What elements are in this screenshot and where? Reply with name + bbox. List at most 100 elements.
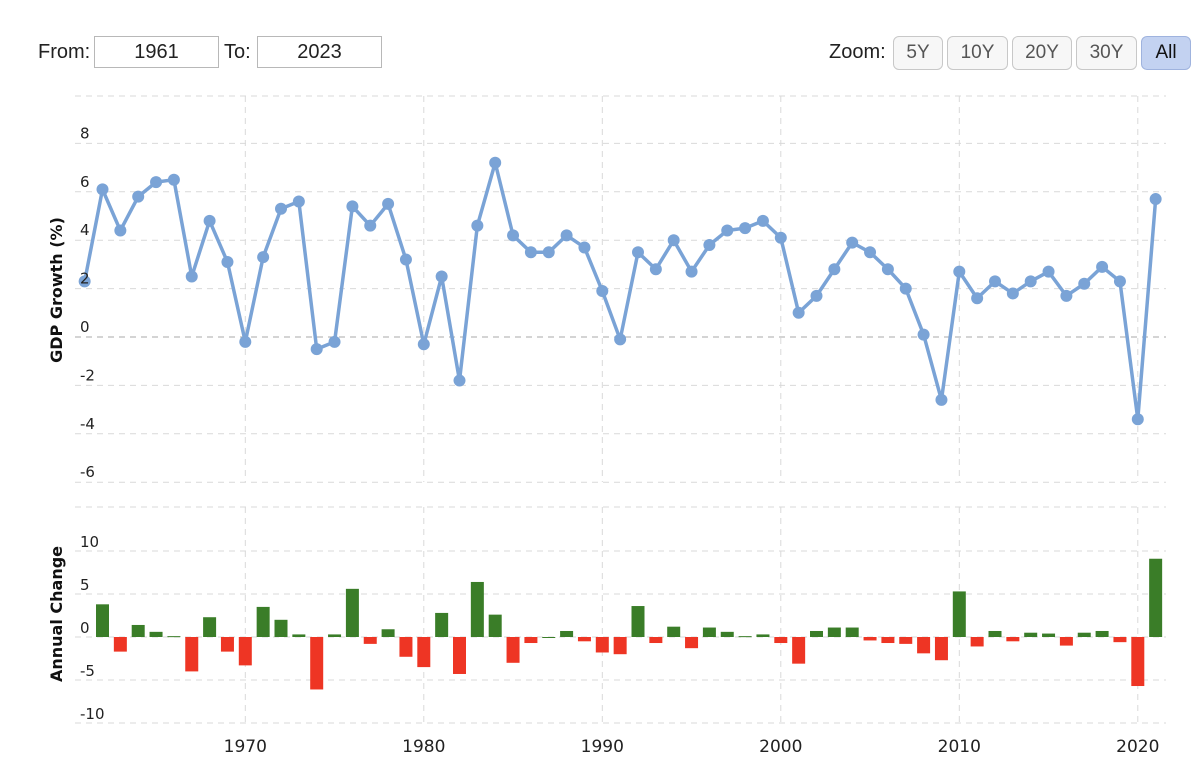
x-tick-label: 2000 bbox=[759, 737, 802, 757]
gdp-growth-point bbox=[792, 306, 805, 319]
annual-change-bar bbox=[560, 630, 574, 637]
gdp-growth-point bbox=[578, 241, 591, 254]
annual-change-bar bbox=[827, 627, 841, 637]
annual-change-bar bbox=[453, 637, 466, 674]
annual-change-bar bbox=[952, 591, 966, 637]
x-tick-label: 1980 bbox=[402, 737, 445, 757]
annual-change-bar bbox=[613, 637, 627, 655]
annual-change-bar bbox=[988, 630, 1002, 637]
gdp-growth-point bbox=[632, 246, 644, 259]
annual-change-bar bbox=[1042, 633, 1056, 637]
annual-change-bar bbox=[131, 624, 145, 637]
zoom-10y-button[interactable]: 10Y bbox=[947, 36, 1008, 70]
x-tick-label: 2020 bbox=[1116, 737, 1159, 757]
annual-change-bar bbox=[685, 637, 699, 649]
gdp-growth-point bbox=[96, 183, 109, 196]
annual-change-bar bbox=[934, 637, 948, 661]
gdp-growth-point bbox=[239, 335, 252, 348]
gdp-growth-point bbox=[1131, 413, 1144, 426]
gdp-growth-point bbox=[328, 335, 341, 348]
range-controls: From: To: Zoom: 5Y 10Y 20Y 30Y All bbox=[0, 36, 1200, 72]
annual-change-bar bbox=[1077, 632, 1091, 637]
annual-change-bar bbox=[167, 636, 181, 638]
annual-change-bar bbox=[1006, 637, 1020, 642]
zoom-5y-button[interactable]: 5Y bbox=[893, 36, 943, 70]
gdp-growth-point bbox=[649, 263, 662, 276]
annual-change-bar bbox=[1024, 632, 1038, 637]
annual-change-bar bbox=[702, 627, 716, 637]
annual-change-bar bbox=[470, 581, 484, 637]
grid-lines bbox=[75, 95, 1166, 724]
annual-change-bar bbox=[435, 612, 449, 637]
gdp-growth-point bbox=[417, 338, 430, 351]
annual-change-bar bbox=[328, 634, 342, 637]
gdp-growth-point bbox=[203, 214, 216, 227]
gdp-growth-point bbox=[667, 234, 680, 247]
gdp-growth-point bbox=[899, 282, 912, 295]
zoom-all-button[interactable]: All bbox=[1141, 36, 1191, 70]
gdp-growth-point bbox=[185, 270, 198, 283]
gdp-growth-point bbox=[721, 224, 734, 237]
annual-change-bar bbox=[96, 604, 109, 637]
gdp-growth-line-series bbox=[78, 156, 1162, 426]
gdp-growth-point bbox=[881, 263, 894, 276]
gdp-growth-point bbox=[703, 239, 716, 252]
gdp-growth-point bbox=[399, 253, 412, 266]
gdp-growth-point bbox=[685, 265, 698, 278]
from-date-input[interactable] bbox=[94, 36, 219, 68]
line-y-axis-title: GDP Growth (%) bbox=[47, 217, 66, 363]
annual-change-bar bbox=[774, 637, 788, 644]
annual-change-bar bbox=[542, 637, 556, 638]
gdp-growth-point bbox=[346, 200, 359, 213]
gdp-growth-point bbox=[453, 374, 466, 387]
line-y-tick-label: 2 bbox=[80, 270, 90, 288]
gdp-growth-point bbox=[1006, 287, 1019, 300]
annual-change-bar bbox=[845, 627, 859, 637]
line-y-tick-label: 6 bbox=[80, 173, 90, 191]
gdp-growth-point bbox=[435, 270, 448, 283]
line-y-tick-label: 8 bbox=[80, 124, 90, 142]
bar-y-tick-label: 5 bbox=[80, 576, 90, 594]
annual-change-bar bbox=[417, 637, 431, 668]
annual-change-bar bbox=[506, 637, 520, 663]
gdp-growth-point bbox=[364, 219, 377, 232]
to-date-input[interactable] bbox=[257, 36, 382, 68]
gdp-growth-point bbox=[864, 246, 877, 259]
annual-change-bar bbox=[220, 637, 234, 652]
gdp-growth-point bbox=[507, 229, 520, 242]
zoom-30y-button[interactable]: 30Y bbox=[1076, 36, 1137, 70]
annual-change-bar bbox=[274, 619, 288, 637]
gdp-growth-point bbox=[1149, 193, 1162, 206]
gdp-growth-point bbox=[1096, 260, 1109, 273]
annual-change-bar bbox=[488, 614, 502, 637]
bar-y-tick-label: 0 bbox=[80, 619, 90, 637]
zoom-20y-button[interactable]: 20Y bbox=[1012, 36, 1072, 70]
annual-change-bar bbox=[256, 606, 270, 637]
annual-change-bar bbox=[1113, 637, 1127, 643]
annual-change-bar bbox=[792, 637, 806, 664]
gdp-growth-point bbox=[310, 343, 323, 356]
gdp-growth-point bbox=[221, 255, 234, 268]
gdp-growth-point bbox=[167, 173, 180, 186]
annual-change-bar bbox=[292, 634, 306, 637]
gdp-growth-point bbox=[989, 275, 1001, 288]
gdp-growth-point bbox=[382, 197, 395, 210]
gdp-growth-point bbox=[1078, 277, 1091, 290]
gdp-growth-point bbox=[739, 222, 752, 235]
gdp-growth-point bbox=[1113, 275, 1126, 288]
gdp-growth-point bbox=[596, 285, 609, 298]
annual-change-bar bbox=[149, 631, 163, 637]
zoom-label: Zoom: bbox=[829, 41, 886, 63]
gdp-growth-point bbox=[257, 251, 270, 264]
annual-change-bar bbox=[631, 606, 645, 637]
annual-change-bars bbox=[96, 558, 1163, 690]
bar-y-axis-title: Annual Change bbox=[47, 546, 66, 682]
annual-change-bar bbox=[381, 629, 395, 637]
annual-change-bar bbox=[1059, 637, 1073, 646]
annual-change-bar bbox=[667, 626, 681, 637]
from-label: From: bbox=[38, 41, 91, 63]
annual-change-bar bbox=[185, 637, 199, 672]
gdp-growth-point bbox=[917, 328, 930, 341]
x-tick-label: 1970 bbox=[224, 737, 267, 757]
annual-change-bar bbox=[899, 637, 913, 644]
